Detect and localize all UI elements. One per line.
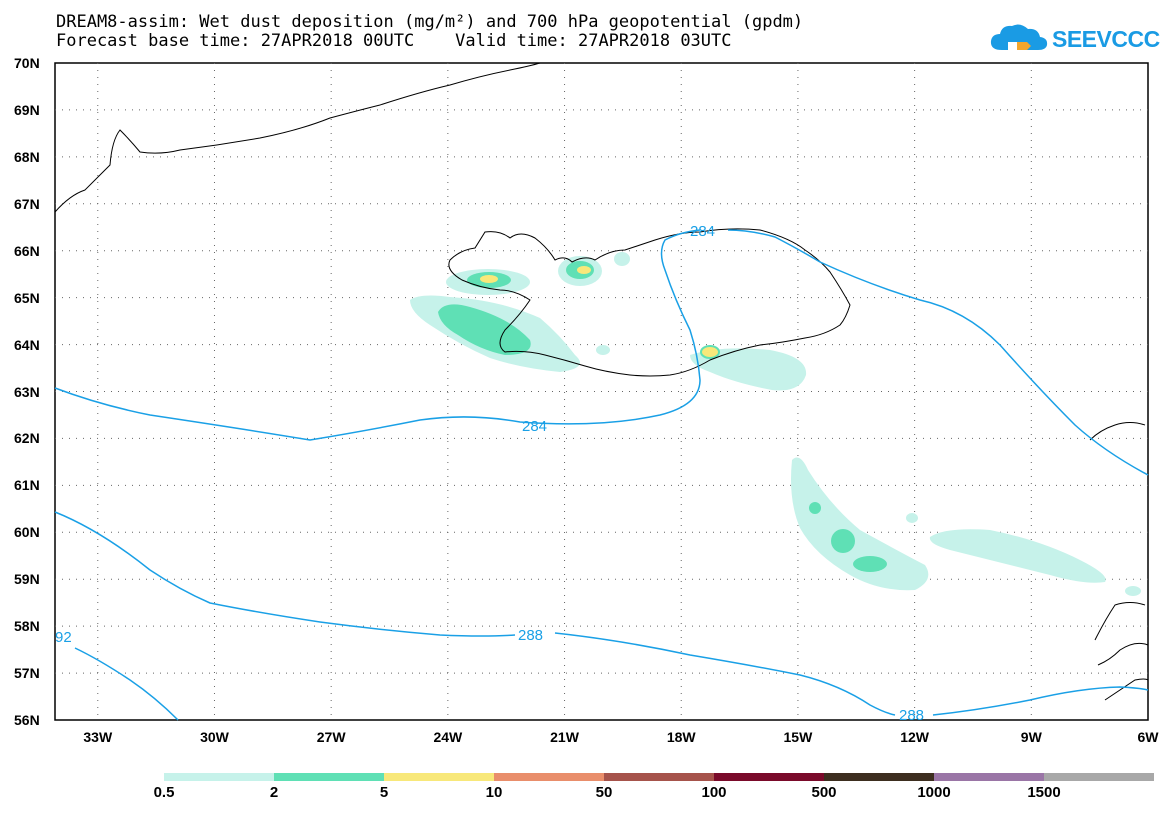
contour-label: 284 <box>690 223 715 240</box>
colorbar-swatch <box>164 773 274 781</box>
lat-label: 65N <box>14 289 40 306</box>
chart-title: DREAM8-assim: Wet dust deposition (mg/m²… <box>56 12 804 32</box>
colorbar-swatch <box>274 773 384 781</box>
contour-label: 284 <box>522 418 547 435</box>
lat-label: 60N <box>14 524 40 541</box>
lat-label: 66N <box>14 242 40 259</box>
lat-label: 57N <box>14 665 40 682</box>
lat-label: 70N <box>14 55 40 71</box>
colorbar-label: 5 <box>379 784 389 801</box>
geopotential-contours <box>54 229 1149 721</box>
colorbar-label: 0.5 <box>153 784 175 801</box>
lon-label: 33W <box>83 729 113 745</box>
logo-text: SEEVCCC <box>1052 26 1160 52</box>
colorbar-label: 1000 <box>917 784 951 801</box>
colorbar-label: 1500 <box>1027 784 1061 801</box>
lon-label: 24W <box>433 729 463 745</box>
colorbar-label: 2 <box>269 784 279 801</box>
lat-label: 67N <box>14 195 40 212</box>
colorbar-label: 500 <box>811 784 837 801</box>
lon-label: 9W <box>1020 729 1042 745</box>
colorbar-swatch <box>714 773 824 781</box>
lon-label: 12W <box>900 729 929 745</box>
contour-label: 288 <box>899 707 924 724</box>
cloud-logo-icon <box>990 24 1048 50</box>
lon-label: 27W <box>316 729 346 745</box>
lat-label: 62N <box>14 430 40 447</box>
colorbar-label: 100 <box>701 784 727 801</box>
lon-label: 30W <box>200 729 229 745</box>
chart-subtitle: Forecast base time: 27APR2018 00UTC Vali… <box>56 31 732 51</box>
colorbar-swatch <box>934 773 1044 781</box>
lon-label: 6W <box>1137 729 1159 745</box>
contour-labels: 284 284 288 288 92 <box>55 223 924 724</box>
coastline <box>54 62 1149 701</box>
lat-label: 68N <box>14 148 40 165</box>
lat-label: 64N <box>14 336 40 353</box>
colorbar-swatch <box>604 773 714 781</box>
lon-label: 21W <box>550 729 579 745</box>
colorbar-swatch <box>384 773 494 781</box>
colorbar-label: 10 <box>485 784 503 801</box>
lon-label: 18W <box>666 729 696 745</box>
colorbar-label: 50 <box>595 784 613 801</box>
contour-label: 92 <box>55 629 72 646</box>
colorbar-swatch <box>1044 773 1154 781</box>
lat-label: 63N <box>14 383 40 400</box>
lon-label: 15W <box>783 729 813 745</box>
lat-label: 61N <box>14 477 40 494</box>
graticule <box>55 63 1148 720</box>
lat-label: 58N <box>14 618 40 635</box>
contour-label: 288 <box>518 627 543 644</box>
colorbar-swatch <box>494 773 604 781</box>
dust-deposition-shading <box>410 252 1141 596</box>
lat-label: 69N <box>14 101 40 118</box>
lat-label: 56N <box>14 712 40 728</box>
lat-label: 59N <box>14 571 40 588</box>
colorbar-swatch <box>824 773 934 781</box>
